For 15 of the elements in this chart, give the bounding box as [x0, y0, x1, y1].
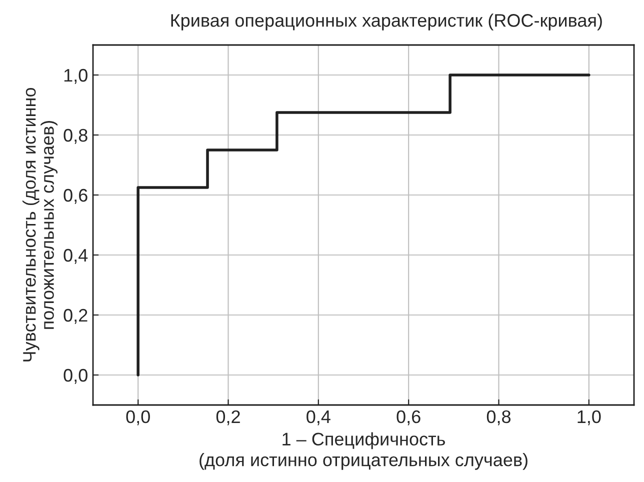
y-tick-label: 0,6	[64, 188, 88, 204]
y-tick-label: 0,8	[64, 128, 88, 144]
y-tick-label: 0,2	[64, 308, 88, 324]
y-tick-label: 1,0	[64, 68, 88, 84]
y-axis-title: Чувствительность (доля истинно положительных случаев)	[22, 88, 58, 362]
y-tick-label: 0,0	[64, 368, 88, 384]
chart-title: Кривая операционных характеристик (ROC-кривая)	[171, 14, 602, 30]
x-tick-label: 0,2	[216, 410, 240, 426]
x-tick-label: 0,6	[396, 410, 420, 426]
x-tick-label: 0,0	[126, 410, 150, 426]
x-tick-label: 1,0	[578, 410, 601, 426]
y-tick-label: 0,4	[64, 248, 88, 264]
x-tick-label: 0,4	[306, 410, 330, 426]
x-axis-title: 1 – Специфичность (доля истинно отрицательных случаев)	[200, 432, 528, 470]
x-tick-label: 0,8	[486, 410, 511, 426]
